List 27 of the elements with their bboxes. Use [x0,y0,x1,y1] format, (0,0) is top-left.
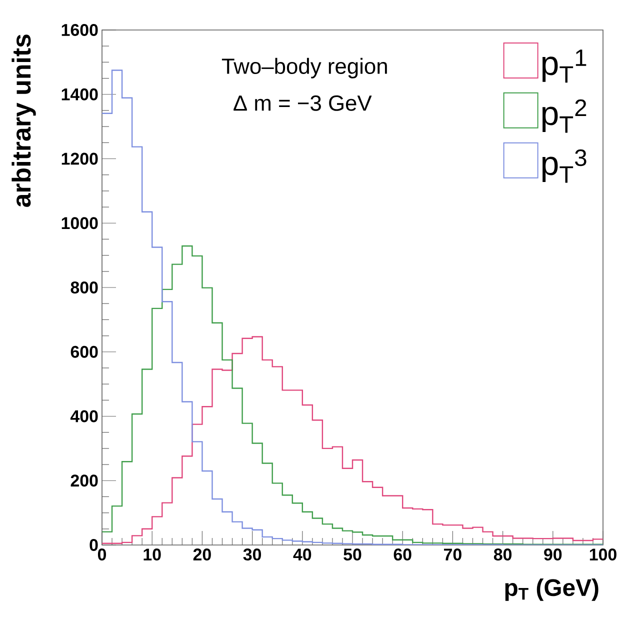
y-tick-label: 1600 [62,24,98,36]
x-tick-label: 50 [344,548,362,561]
x-tick-label: 90 [544,548,562,561]
y-axis-title: arbitrary units [12,34,36,207]
annotation: Δ m = −3 GeV [234,95,372,111]
y-tick-label: 600 [70,346,98,358]
y-tick-label: 0 [90,539,98,551]
x-tick-label: 80 [494,548,512,561]
x-tick-label: 30 [243,548,262,561]
y-tick-label: 1000 [62,217,98,230]
x-tick-label: 20 [193,548,211,561]
y-tick-label: 200 [70,474,98,487]
x-tick-label: 100 [590,548,616,561]
x-tick-label: 40 [293,548,312,561]
y-tick-label: 1200 [62,152,98,165]
x-tick-label: 0 [98,548,106,561]
x-tick-label: 60 [394,548,412,561]
legend-label: p$_{T}$2 [542,99,586,133]
annotation: Two–body region [222,58,387,78]
y-tick-label: 800 [70,282,98,294]
y-tick-label: 400 [70,410,98,422]
x-tick-label: 10 [144,548,161,561]
y-tick-label: 1400 [62,88,98,100]
x-tick-label: 70 [444,548,462,561]
legend-label: p$_{T}$1 [542,50,586,83]
x-axis-title: p$_{T}$ (GeV) [505,578,598,601]
legend-label: p$_{T}$3 [542,149,586,183]
